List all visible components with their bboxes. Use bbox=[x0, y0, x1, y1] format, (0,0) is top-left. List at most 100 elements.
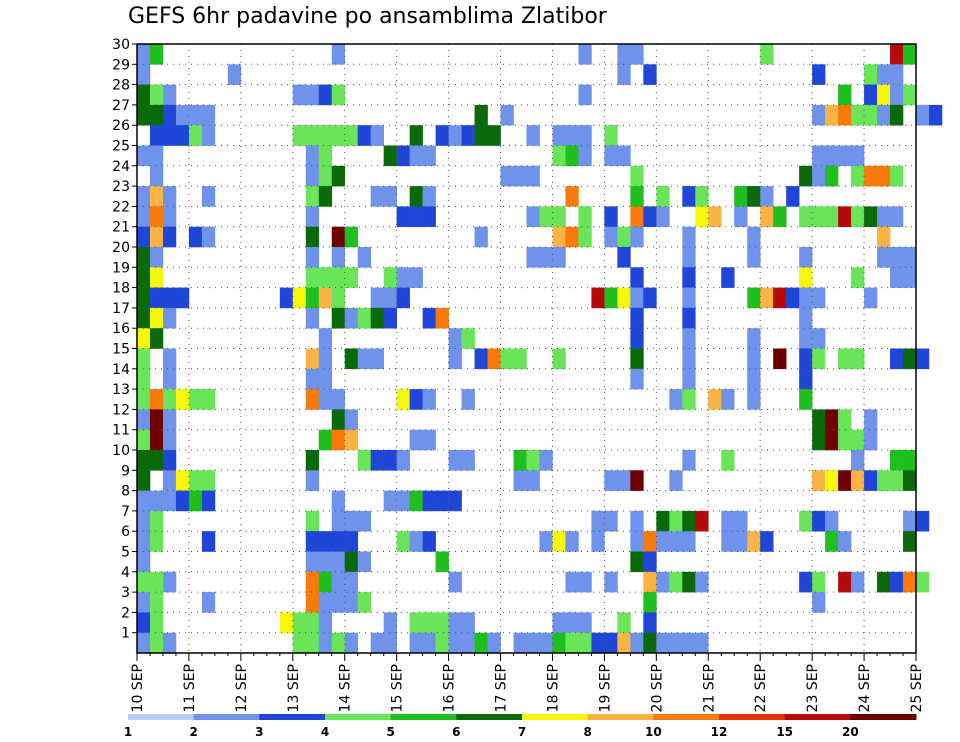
heatmap-cell bbox=[383, 145, 397, 167]
heatmap-cell bbox=[864, 64, 878, 85]
heatmap-cell bbox=[903, 510, 917, 532]
heatmap-cell bbox=[565, 612, 579, 633]
heatmap-cell bbox=[396, 531, 410, 552]
y-tick-label: 27 bbox=[112, 98, 130, 114]
heatmap-cell bbox=[137, 632, 151, 654]
heatmap-cell bbox=[162, 104, 177, 126]
x-tick-label: 25 SEP bbox=[909, 664, 925, 712]
heatmap-cell bbox=[137, 592, 151, 613]
heatmap-cell bbox=[604, 125, 618, 146]
heatmap-cell bbox=[604, 510, 618, 532]
heatmap-cell bbox=[851, 470, 865, 491]
heatmap-cell bbox=[422, 389, 436, 410]
heatmap-cell bbox=[344, 226, 359, 248]
heatmap-cell bbox=[162, 186, 177, 207]
heatmap-cell bbox=[656, 632, 670, 654]
heatmap-cell bbox=[149, 612, 164, 633]
x-tick-label: 15 SEP bbox=[390, 664, 406, 712]
heatmap-cell bbox=[539, 632, 553, 654]
heatmap-cell bbox=[812, 592, 826, 613]
heatmap-cell bbox=[409, 145, 423, 167]
heatmap-cell bbox=[864, 429, 878, 451]
heatmap-cell bbox=[890, 247, 904, 268]
heatmap-cell bbox=[630, 186, 644, 207]
heatmap-cell bbox=[812, 64, 826, 85]
x-tick-label: 19 SEP bbox=[597, 664, 613, 712]
heatmap-cell bbox=[162, 84, 177, 106]
heatmap-cell bbox=[422, 632, 436, 654]
legend-swatch bbox=[128, 714, 195, 720]
heatmap-cell bbox=[435, 125, 449, 146]
heatmap-cell bbox=[903, 44, 917, 65]
heatmap-cell bbox=[643, 287, 657, 309]
heatmap-cell bbox=[682, 510, 696, 532]
heatmap-cell bbox=[877, 226, 891, 248]
heatmap-cell bbox=[851, 450, 865, 471]
heatmap-cell bbox=[539, 531, 553, 552]
heatmap-cell bbox=[565, 226, 579, 248]
heatmap-cell bbox=[552, 247, 566, 268]
heatmap-cell bbox=[682, 348, 696, 370]
heatmap-cell bbox=[305, 470, 320, 491]
heatmap-cell bbox=[890, 104, 904, 126]
heatmap-cell bbox=[149, 145, 164, 167]
heatmap-cell bbox=[474, 125, 488, 146]
heatmap-cell bbox=[903, 267, 917, 288]
heatmap-cell bbox=[318, 165, 333, 187]
heatmap-cell bbox=[137, 206, 151, 227]
y-tick-label: 4 bbox=[121, 565, 130, 581]
heatmap-cell bbox=[825, 470, 839, 491]
heatmap-cell bbox=[526, 632, 540, 654]
heatmap-cell bbox=[137, 186, 151, 207]
heatmap-cell bbox=[331, 531, 346, 552]
heatmap-cell bbox=[825, 531, 839, 552]
legend-swatch bbox=[784, 714, 851, 720]
heatmap-cell bbox=[396, 206, 410, 227]
heatmap-cell bbox=[137, 409, 151, 430]
heatmap-cell bbox=[604, 287, 618, 309]
heatmap-cell bbox=[344, 531, 359, 552]
heatmap-cell bbox=[565, 632, 579, 654]
heatmap-cell bbox=[903, 247, 917, 268]
heatmap-cell bbox=[552, 348, 566, 370]
heatmap-cell bbox=[552, 125, 566, 146]
y-tick-label: 28 bbox=[112, 78, 130, 94]
heatmap-cell bbox=[851, 206, 865, 227]
heatmap-cell bbox=[630, 44, 644, 65]
heatmap-cell bbox=[149, 450, 164, 471]
heatmap-cell bbox=[474, 632, 488, 654]
heatmap-cell bbox=[513, 348, 527, 370]
heatmap-cell bbox=[565, 145, 579, 167]
heatmap-cell bbox=[201, 125, 216, 146]
heatmap-cell bbox=[370, 307, 384, 329]
heatmap-cell bbox=[162, 389, 177, 410]
heatmap-cell bbox=[851, 267, 865, 288]
heatmap-cell bbox=[643, 206, 657, 227]
heatmap-cell bbox=[864, 470, 878, 491]
heatmap-cell bbox=[630, 165, 644, 187]
heatmap-cell bbox=[162, 632, 177, 654]
heatmap-cell bbox=[370, 125, 384, 146]
heatmap-cell bbox=[799, 571, 813, 593]
heatmap-cell bbox=[565, 125, 579, 146]
heatmap-cell bbox=[695, 632, 709, 654]
heatmap-cell bbox=[812, 409, 826, 430]
heatmap-cell bbox=[838, 206, 852, 227]
heatmap-cell bbox=[643, 592, 657, 613]
heatmap-cell bbox=[422, 206, 436, 227]
heatmap-cell bbox=[474, 348, 488, 370]
heatmap-cell bbox=[617, 64, 631, 85]
heatmap-cell bbox=[149, 104, 164, 126]
heatmap-cell bbox=[578, 226, 592, 248]
y-tick-label: 17 bbox=[112, 301, 130, 317]
heatmap-cell bbox=[188, 226, 203, 248]
heatmap-cell bbox=[279, 287, 294, 309]
heatmap-cell bbox=[137, 247, 151, 268]
heatmap-cell bbox=[305, 206, 320, 227]
heatmap-cell bbox=[890, 165, 904, 187]
heatmap-cell bbox=[149, 409, 164, 430]
heatmap-cell bbox=[773, 348, 787, 370]
heatmap-cell bbox=[137, 551, 151, 573]
heatmap-cell bbox=[435, 307, 449, 329]
heatmap-cell bbox=[162, 307, 177, 329]
